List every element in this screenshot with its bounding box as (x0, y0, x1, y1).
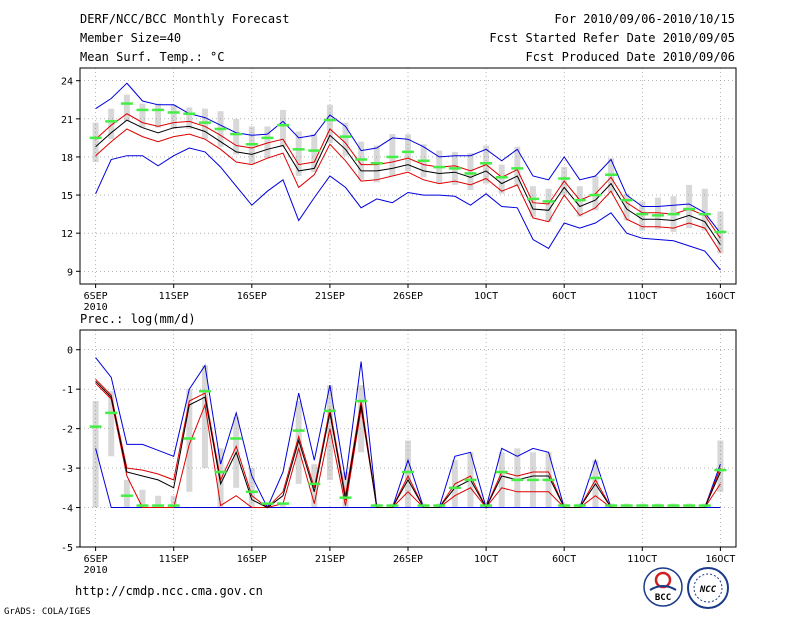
x-tick-label: 11OCT (627, 554, 657, 565)
ensemble-box (514, 146, 521, 187)
started-refer-label: Fcst Started Refer Date 2010/09/05 (489, 31, 735, 45)
ensemble-box (545, 188, 552, 222)
ensemble-box (342, 472, 349, 508)
ensemble-box (108, 391, 115, 457)
ensemble-box (170, 495, 177, 508)
ensemble-box (280, 503, 287, 508)
x-tick-label: 11SEP (159, 554, 189, 565)
x-tick-label: 6OCT (552, 291, 576, 302)
ensemble-box (295, 401, 302, 484)
ensemble-box (233, 118, 240, 155)
y-tick-label: 24 (61, 77, 73, 88)
ensemble-box (155, 495, 162, 508)
ensemble-box (201, 365, 208, 469)
ensemble-box (498, 452, 505, 508)
ensemble-box (529, 186, 536, 217)
x-tick-label: 16OCT (705, 554, 735, 565)
ensemble-box (295, 131, 302, 176)
ensemble-box (248, 126, 255, 165)
y-tick-label: -4 (61, 504, 73, 515)
y-tick-label: 21 (61, 115, 73, 126)
ensemble-box (467, 153, 474, 190)
x-tick-label: 11OCT (627, 291, 657, 302)
forecast-range-label: For 2010/09/06-2010/10/15 (554, 12, 735, 26)
ensemble-mean-line (95, 380, 721, 509)
x-tick-label: 6SEP (84, 291, 108, 302)
ensemble-box (123, 94, 130, 122)
x-tick-label: 26SEP (393, 554, 423, 565)
ensemble-box (92, 122, 99, 163)
ensemble-box (123, 479, 130, 508)
ensemble-box (326, 104, 333, 143)
ensemble-box (389, 134, 396, 176)
ensemble-box (358, 385, 365, 453)
x-tick-label: 1OCT (474, 554, 498, 565)
y-tick-label: 0 (67, 346, 73, 357)
y-tick-label: -5 (61, 543, 73, 554)
ensemble-box (264, 126, 271, 159)
y-tick-label: 12 (61, 229, 73, 240)
ensemble-box (155, 103, 162, 128)
x-tick-label: 21SEP (315, 554, 345, 565)
y-tick-label: -3 (61, 464, 73, 475)
spread-low-line (95, 128, 721, 253)
x-tick-label: 16SEP (237, 554, 267, 565)
y-tick-label: 18 (61, 153, 73, 164)
precip-panel-title: Prec.: log(mm/d) (80, 312, 196, 326)
ensemble-box (186, 389, 193, 492)
bcc-logo-text: BCC (655, 593, 671, 603)
ensemble-box (358, 141, 365, 180)
ensemble-box (498, 164, 505, 194)
produced-date-label: Fcst Produced Date 2010/09/06 (525, 50, 735, 64)
ensemble-box (139, 103, 146, 128)
variable-label: Mean Surf. Temp.: °C (80, 50, 225, 64)
x-tick-label: 26SEP (393, 291, 423, 302)
ensemble-box (342, 122, 349, 156)
ensemble-box (514, 448, 521, 508)
x-tick-year-label: 2010 (84, 565, 108, 576)
ensemble-box (280, 109, 287, 147)
x-tick-label: 16OCT (705, 291, 735, 302)
spread-high-line (95, 113, 721, 239)
ensemble-box (201, 108, 208, 140)
envelope-low-line (95, 147, 721, 271)
y-tick-label: 15 (61, 191, 73, 202)
ncc-logo: NCC (687, 567, 729, 609)
ensemble-mean-line (95, 119, 721, 245)
bcc-logo: BCC (643, 567, 683, 607)
ensemble-box (264, 503, 271, 508)
grads-credit: GrADS: COLA/IGES (4, 607, 91, 617)
x-tick-label: 6SEP (84, 554, 108, 565)
x-tick-year-label: 2010 (84, 302, 108, 313)
source-url[interactable]: http://cmdp.ncc.cma.gov.cn (75, 584, 263, 598)
chart-title: DERF/NCC/BCC Monthly Forecast (80, 12, 290, 26)
ensemble-box (311, 134, 318, 173)
ensemble-box (701, 188, 708, 231)
x-tick-label: 1OCT (474, 291, 498, 302)
ensemble-box (248, 468, 255, 508)
envelope-high-line (95, 82, 721, 234)
ncc-logo-text: NCC (699, 585, 717, 595)
member-size-label: Member Size=40 (80, 31, 181, 45)
ensemble-box (686, 184, 693, 229)
ensemble-box (623, 193, 630, 221)
y-tick-label: -1 (61, 385, 73, 396)
ensemble-box (326, 385, 333, 480)
x-tick-label: 6OCT (552, 554, 576, 565)
ensemble-box (139, 489, 146, 508)
x-tick-label: 21SEP (315, 291, 345, 302)
y-tick-label: -2 (61, 425, 73, 436)
ensemble-box (654, 197, 661, 230)
ensemble-box (186, 107, 193, 129)
x-tick-label: 16SEP (237, 291, 267, 302)
ensemble-box (108, 108, 115, 140)
ensemble-box (576, 186, 583, 217)
y-tick-label: 9 (67, 267, 73, 278)
x-tick-label: 11SEP (159, 291, 189, 302)
